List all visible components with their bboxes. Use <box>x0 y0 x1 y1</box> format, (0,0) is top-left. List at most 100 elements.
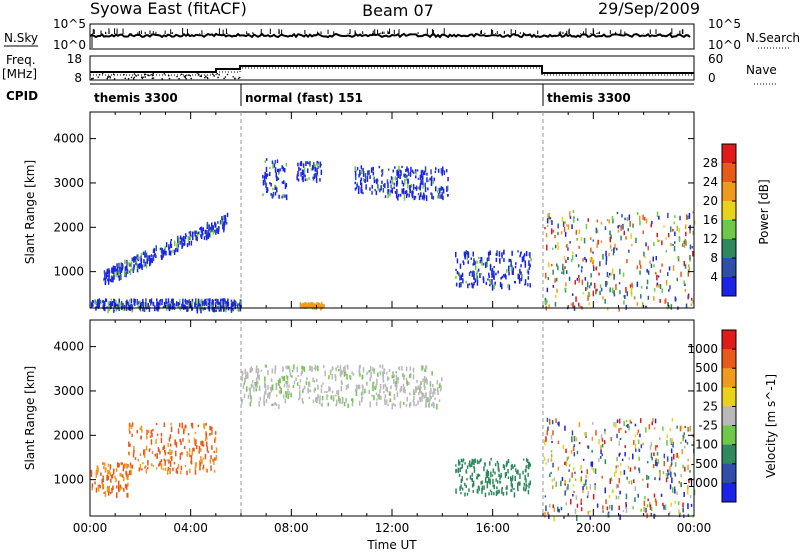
echo-cell <box>586 495 589 499</box>
echo-cell <box>489 250 491 256</box>
echo-cell <box>486 469 488 473</box>
echo-cell <box>173 461 176 465</box>
echo-cell <box>564 490 566 496</box>
echo-cell <box>375 392 378 396</box>
echo-cell <box>191 307 194 311</box>
echo-cell <box>278 390 280 393</box>
echo-cell <box>95 306 97 311</box>
echo-cell <box>109 492 112 495</box>
echo-cell <box>621 458 624 462</box>
echo-cell <box>127 464 129 468</box>
x-tick-label: 00:00 <box>73 521 108 535</box>
echo-cell <box>194 469 197 475</box>
echo-cell <box>591 257 594 263</box>
echo-cell <box>277 177 280 181</box>
echo-cell <box>108 491 110 496</box>
echo-cell <box>159 299 162 302</box>
echo-cell <box>131 433 133 437</box>
echo-cell <box>430 180 433 186</box>
echo-cell <box>505 491 508 496</box>
echo-cell <box>150 463 153 467</box>
echo-cell <box>432 180 435 184</box>
echo-cell <box>653 242 655 246</box>
echo-cell <box>202 467 204 471</box>
echo-cell <box>547 224 549 227</box>
echo-cell <box>387 193 389 199</box>
echo-cell <box>590 461 592 467</box>
echo-cell <box>172 298 174 305</box>
echo-cell <box>552 430 554 436</box>
echo-cell <box>549 418 551 425</box>
echo-cell <box>592 251 594 254</box>
echo-cell <box>471 478 473 483</box>
echo-cell <box>587 218 589 222</box>
echo-cell <box>338 369 340 372</box>
echo-cell <box>107 301 110 306</box>
echo-cell <box>618 418 621 424</box>
echo-cell <box>230 299 233 302</box>
echo-cell <box>224 214 226 219</box>
echo-cell <box>357 188 360 195</box>
echo-cell <box>476 459 479 465</box>
echo-cell <box>158 302 161 306</box>
echo-cell <box>497 462 500 468</box>
echo-cell <box>619 437 622 440</box>
echo-cell <box>572 494 574 497</box>
echo-cell <box>677 256 680 262</box>
echo-cell <box>267 385 269 390</box>
echo-cell <box>118 463 120 468</box>
echo-cell <box>368 170 370 175</box>
echo-cell <box>382 384 385 390</box>
echo-cell <box>630 291 633 297</box>
echo-cell <box>604 459 607 465</box>
echo-cell <box>510 464 513 468</box>
echo-cell <box>175 450 177 457</box>
echo-cell <box>515 468 517 472</box>
echo-cell <box>137 254 139 260</box>
echo-cell <box>500 472 502 478</box>
echo-cell <box>511 464 513 468</box>
echo-cell <box>519 252 522 256</box>
echo-cell <box>225 307 227 313</box>
echo-cell <box>106 268 109 275</box>
echo-cell <box>486 261 488 267</box>
echo-cell <box>392 374 395 379</box>
echo-cell <box>120 274 122 280</box>
echo-cell <box>313 176 316 179</box>
echo-cell <box>420 386 422 389</box>
echo-cell <box>316 171 318 175</box>
echo-cell <box>274 184 276 188</box>
echo-cell <box>673 453 675 460</box>
echo-cell <box>194 431 197 434</box>
echo-cell <box>373 176 375 179</box>
echo-cell <box>528 462 530 468</box>
echo-cell <box>474 278 476 283</box>
echo-cell <box>264 383 267 389</box>
echo-cell <box>466 254 468 260</box>
echo-cell <box>342 398 344 401</box>
echo-cell <box>263 382 266 388</box>
echo-cell <box>104 277 106 280</box>
echo-cell <box>590 282 592 286</box>
echo-cell <box>109 304 112 307</box>
echo-cell <box>179 452 182 456</box>
echo-cell <box>643 500 646 506</box>
echo-cell <box>578 264 580 268</box>
echo-cell <box>196 298 198 305</box>
echo-cell <box>440 194 442 199</box>
colorbar-tick-label: -25 <box>698 419 718 433</box>
echo-cell <box>639 215 641 221</box>
echo-cell <box>198 450 200 454</box>
echo-cell <box>574 508 577 515</box>
echo-cell <box>640 444 643 449</box>
echo-cell <box>275 403 278 406</box>
echo-cell <box>565 259 567 264</box>
echo-cell <box>103 465 105 470</box>
echo-cell <box>250 395 252 400</box>
nave-dot <box>109 76 112 79</box>
nave-dot <box>185 77 187 80</box>
echo-cell <box>570 450 573 454</box>
echo-cell <box>583 483 585 487</box>
echo-cell <box>306 377 308 381</box>
echo-cell <box>397 377 399 381</box>
